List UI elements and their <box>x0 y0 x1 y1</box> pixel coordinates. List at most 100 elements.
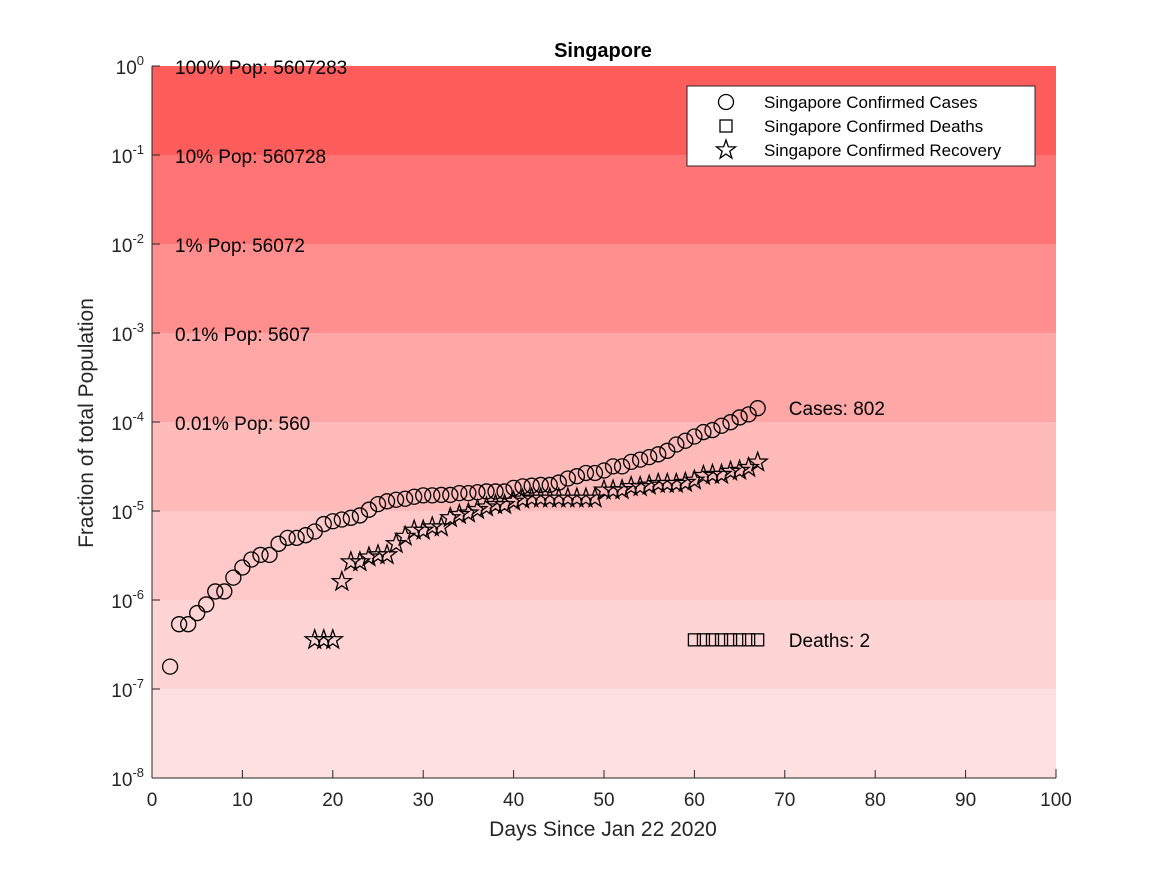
band-label: 0.1% Pop: 5607 <box>175 325 310 346</box>
y-tick-label: 10-6 <box>111 587 144 613</box>
circle-point <box>261 546 278 564</box>
circle-point <box>161 658 179 675</box>
star-point <box>511 487 535 509</box>
x-tick-label: 70 <box>774 790 795 811</box>
star-point <box>692 463 715 486</box>
circle-point <box>180 616 197 633</box>
circle-point <box>514 478 531 495</box>
circle-point <box>342 509 360 526</box>
circle-point <box>369 495 387 513</box>
circle-point <box>505 479 522 497</box>
star-point <box>384 531 408 554</box>
circle-point <box>225 569 242 586</box>
end-annotation: Cases: 802 <box>789 399 885 420</box>
y-tick-label: 10-5 <box>111 498 144 524</box>
circle-point <box>641 448 658 466</box>
square-point <box>741 633 756 647</box>
circle-point <box>659 442 676 459</box>
legend: Singapore Confirmed Cases Singapore Confi… <box>686 85 1036 167</box>
circle-point <box>415 487 432 504</box>
circle-point <box>442 486 459 504</box>
circle-point <box>577 464 595 482</box>
x-tick-label: 0 <box>147 790 158 811</box>
circle-point <box>198 596 215 613</box>
star-point <box>610 477 634 500</box>
circle-point <box>207 583 224 600</box>
star-point <box>710 462 733 485</box>
population-band-2 <box>152 244 1056 333</box>
x-tick-label: 50 <box>593 790 614 811</box>
circle-point <box>704 421 721 439</box>
population-band-5 <box>152 511 1056 600</box>
circle-point <box>406 488 423 505</box>
y-tick-label: 100 <box>116 53 144 79</box>
circle-point <box>424 487 441 504</box>
band-label: 10% Pop: 560728 <box>175 147 326 168</box>
y-tick-label: 10-3 <box>111 320 144 346</box>
circle-point <box>324 513 341 530</box>
circle-point <box>170 616 188 633</box>
star-point <box>719 459 742 482</box>
circle-point <box>622 453 640 470</box>
y-tick-label: 10-7 <box>111 676 144 702</box>
star-point <box>683 468 706 491</box>
circle-point <box>632 451 649 468</box>
circle-point <box>460 484 477 502</box>
band-label: 100% Pop: 5607283 <box>175 58 347 79</box>
circle-point <box>749 400 766 417</box>
star-point <box>637 473 661 496</box>
square-point <box>687 633 702 647</box>
legend-marker-star <box>714 138 738 160</box>
circle-point <box>722 414 739 431</box>
square-point <box>751 633 765 647</box>
star-point <box>628 474 652 497</box>
population-band-3 <box>152 333 1056 422</box>
circle-point <box>351 507 369 524</box>
circle-point <box>378 493 396 510</box>
circle-point <box>695 423 712 441</box>
circle-point <box>541 476 558 494</box>
band-label: 1% Pop: 56072 <box>175 236 305 257</box>
band-label: 0.01% Pop: 560 <box>175 414 310 435</box>
circle-point <box>586 464 604 482</box>
circle-point <box>677 432 694 449</box>
x-tick-label: 20 <box>322 790 343 811</box>
y-tick-label: 10-4 <box>111 409 144 435</box>
star-point <box>357 545 381 567</box>
circle-point <box>731 409 748 426</box>
circle-point <box>315 515 332 533</box>
circle-point <box>613 458 631 475</box>
star-point <box>673 470 697 493</box>
x-tick-label: 60 <box>684 790 705 811</box>
circle-point <box>297 527 314 544</box>
circle-point <box>559 470 576 487</box>
circle-point <box>532 476 549 494</box>
band-labels: 100% Pop: 5607283 10% Pop: 560728 1% Pop: … <box>175 58 347 435</box>
circle-point <box>252 546 269 564</box>
population-band-1 <box>152 155 1056 244</box>
circle-point <box>523 477 540 494</box>
circle-point <box>713 417 730 434</box>
x-axis-label: Days Since Jan 22 2020 <box>489 818 717 841</box>
star-point <box>466 497 489 520</box>
circle-point <box>604 458 622 475</box>
star-point <box>447 502 471 525</box>
circle-point <box>234 559 251 576</box>
x-tick-label: 80 <box>865 790 886 811</box>
legend-entry: Singapore Confirmed Deaths <box>764 117 983 136</box>
circle-point <box>740 406 757 423</box>
series-square <box>687 633 765 647</box>
circle-point <box>686 428 703 445</box>
circle-point <box>668 436 685 453</box>
circle-point <box>270 535 287 552</box>
circle-point <box>360 501 378 518</box>
square-point <box>723 633 738 647</box>
star-point <box>330 569 354 592</box>
legend-marker-circle <box>717 93 735 111</box>
end-annotation: Deaths: 2 <box>789 631 870 652</box>
square-point <box>705 633 720 647</box>
circle-point <box>487 483 504 500</box>
circle-point <box>650 446 667 463</box>
star-point <box>321 627 345 650</box>
